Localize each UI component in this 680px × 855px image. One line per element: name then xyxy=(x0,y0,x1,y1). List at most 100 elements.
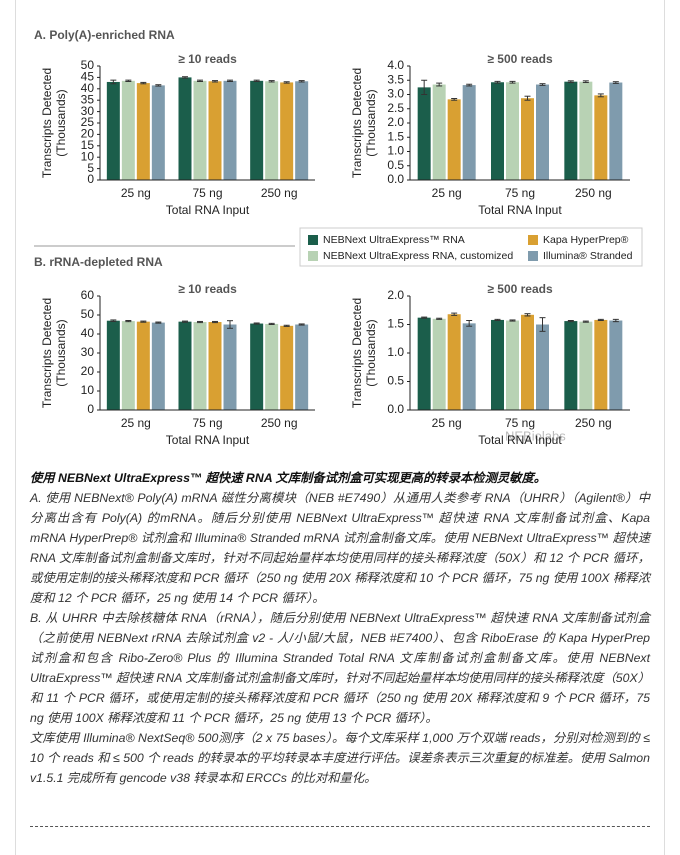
bar xyxy=(521,314,534,410)
y-tick-label: 10 xyxy=(81,149,95,163)
chart-title: ≥ 500 reads xyxy=(487,52,553,66)
y-tick-label: 0 xyxy=(87,172,94,186)
x-tick-label: 75 ng xyxy=(505,416,535,430)
bar xyxy=(462,85,476,180)
y-axis-title: Transcripts Detected xyxy=(350,68,364,178)
y-tick-label: 20 xyxy=(81,127,95,141)
bar xyxy=(491,319,504,410)
y-tick-label: 1.0 xyxy=(387,345,404,359)
y-tick-label: 45 xyxy=(81,70,95,84)
bar xyxy=(432,84,446,180)
bar xyxy=(265,323,279,410)
bar xyxy=(136,321,150,410)
legend-swatch xyxy=(528,251,538,261)
bar xyxy=(521,98,534,180)
bar xyxy=(594,319,608,410)
legend-label: Illumina® Stranded xyxy=(543,250,633,262)
bar xyxy=(280,82,294,180)
y-tick-label: 50 xyxy=(81,307,95,321)
y-tick-label: 40 xyxy=(81,326,95,340)
y-axis-title: Transcripts Detected xyxy=(40,68,54,178)
y-tick-label: 0.0 xyxy=(387,402,404,416)
bar xyxy=(564,81,578,180)
x-tick-label: 250 ng xyxy=(575,416,612,430)
y-tick-label: 15 xyxy=(81,138,95,152)
y-axis-title: Transcripts Detected xyxy=(40,298,54,408)
y-tick-label: 20 xyxy=(81,364,95,378)
y-tick-label: 30 xyxy=(81,104,95,118)
y-tick-label: 1.5 xyxy=(387,129,404,143)
figure: A. Poly(A)-enriched RNA B. rRNA-depleted… xyxy=(34,28,643,447)
bar xyxy=(151,322,165,410)
panel-label: B. rRNA-depleted RNA xyxy=(34,255,163,269)
y-axis-title: Transcripts Detected xyxy=(350,298,364,408)
bar xyxy=(280,325,294,410)
bar xyxy=(295,81,309,180)
caption: 使用 NEBNext UltraExpress™ 超快速 RNA 文库制备试剂盒… xyxy=(30,468,650,788)
x-axis-title: Total RNA Input xyxy=(478,203,562,217)
frame xyxy=(15,0,665,855)
y-tick-label: 2.0 xyxy=(387,288,404,302)
bar xyxy=(536,324,549,410)
legend-label: NEBNext UltraExpress™ RNA xyxy=(323,234,465,246)
y-tick-label: 2.0 xyxy=(387,115,404,129)
y-tick-label: 35 xyxy=(81,92,95,106)
bar xyxy=(432,318,446,410)
chart-title: ≥ 10 reads xyxy=(178,282,237,296)
y-tick-label: 10 xyxy=(81,383,95,397)
bar xyxy=(178,77,192,180)
y-tick-label: 5 xyxy=(87,161,94,175)
x-tick-label: 250 ng xyxy=(261,416,298,430)
y-tick-label: 0.0 xyxy=(387,172,404,186)
x-tick-label: 25 ng xyxy=(432,186,462,200)
bar xyxy=(447,314,461,410)
legend-label: Kapa HyperPrep® xyxy=(543,234,629,246)
bar xyxy=(536,84,549,180)
x-axis-title: Total RNA Input xyxy=(478,433,562,447)
bar xyxy=(579,81,593,180)
y-axis-title: (Thousands) xyxy=(364,319,378,386)
bar xyxy=(106,320,120,410)
bar xyxy=(564,321,578,410)
watermark: NEBiolabs xyxy=(505,428,566,443)
x-tick-label: 250 ng xyxy=(261,186,298,200)
legend-swatch xyxy=(308,235,318,245)
bar xyxy=(178,321,192,410)
bar xyxy=(579,321,593,410)
x-tick-label: 25 ng xyxy=(432,416,462,430)
bar xyxy=(609,82,623,180)
y-tick-label: 1.5 xyxy=(387,317,404,331)
bar xyxy=(223,80,237,180)
legend-label: NEBNext UltraExpress RNA, customized xyxy=(323,250,513,262)
caption-title: 使用 NEBNext UltraExpress™ 超快速 RNA 文库制备试剂盒… xyxy=(30,471,547,485)
bar xyxy=(121,80,135,180)
y-tick-label: 3.0 xyxy=(387,87,404,101)
bar xyxy=(609,320,623,410)
bar xyxy=(295,324,309,410)
divider xyxy=(30,826,650,827)
y-tick-label: 4.0 xyxy=(387,58,404,72)
bar xyxy=(265,81,279,180)
bar xyxy=(193,80,207,180)
bar xyxy=(417,317,431,410)
x-tick-label: 75 ng xyxy=(192,416,222,430)
bar xyxy=(417,87,431,180)
bar xyxy=(506,320,519,410)
bar xyxy=(193,322,207,410)
x-tick-label: 250 ng xyxy=(575,186,612,200)
y-tick-label: 3.5 xyxy=(387,72,404,86)
caption-paragraph: B. 从 UHRR 中去除核糖体 RNA（rRNA），随后分别使用 NEBNex… xyxy=(30,611,650,725)
bar xyxy=(462,323,476,410)
legend-swatch xyxy=(308,251,318,261)
y-tick-label: 0.5 xyxy=(387,374,404,388)
y-tick-label: 2.5 xyxy=(387,101,404,115)
bar xyxy=(106,81,120,180)
y-tick-label: 0 xyxy=(87,402,94,416)
bar xyxy=(151,85,165,180)
bar xyxy=(250,323,264,410)
y-tick-label: 50 xyxy=(81,58,95,72)
chart-title: ≥ 10 reads xyxy=(178,52,237,66)
caption-paragraph: 文库使用 Illumina® NextSeq® 500测序（2 x 75 bas… xyxy=(30,731,650,785)
bar xyxy=(250,80,264,180)
